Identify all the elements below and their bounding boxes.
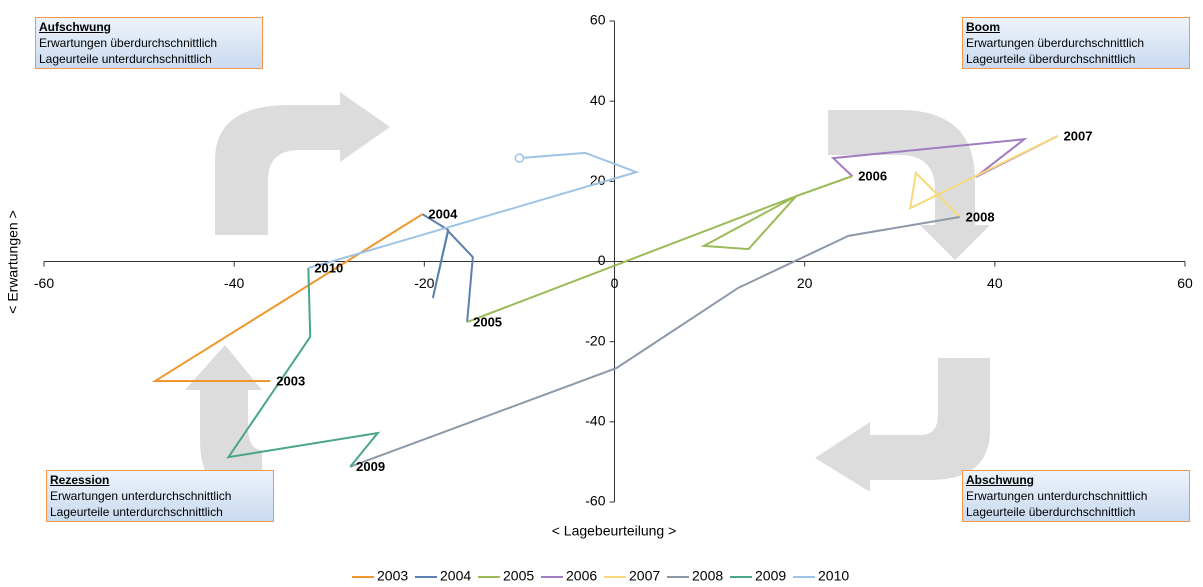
- y-tick-label: -60: [585, 493, 605, 509]
- legend-label: 2008: [692, 568, 723, 584]
- y-tick-label: -40: [585, 413, 605, 429]
- year-label: 2009: [356, 459, 385, 474]
- quadrant-text: Lageurteile überdurchschnittlich: [966, 52, 1136, 66]
- quadrant-box: Aufschwung Erwartungen überdurchschnittli…: [35, 17, 263, 69]
- legend-label: 2010: [818, 568, 849, 584]
- arrow-decor: [185, 345, 262, 495]
- year-label: 2010: [314, 260, 343, 275]
- year-label: 2005: [473, 314, 502, 329]
- quadrant-text: Lageurteile unterdurchschnittlich: [39, 52, 212, 66]
- year-label: 2003: [276, 373, 305, 388]
- quadrant-title: Boom: [966, 20, 1000, 34]
- quadrant-text: Erwartungen überdurchschnittlich: [39, 36, 218, 50]
- year-label: 2008: [966, 209, 995, 224]
- series-line: [308, 151, 640, 269]
- year-label: 2006: [858, 169, 887, 184]
- legend-label: 2006: [566, 568, 597, 584]
- x-tick-label: 60: [1177, 275, 1193, 291]
- arrow-decor: [815, 358, 990, 492]
- quadrant-text: Erwartungen überdurchschnittlich: [966, 36, 1145, 50]
- quadrant-title: Aufschwung: [39, 20, 111, 34]
- x-tick-label: -60: [34, 275, 54, 291]
- x-tick-label: 40: [987, 275, 1003, 291]
- series-line: [349, 216, 960, 468]
- y-tick-label: 0: [598, 252, 606, 268]
- legend-label: 2004: [440, 568, 471, 584]
- quadrant-text: Erwartungen unterdurchschnittlich: [50, 489, 232, 503]
- quadrant-box: Boom Erwartungen überdurchschnittlich Lage…: [962, 17, 1190, 69]
- series-line: [908, 135, 1059, 218]
- year-label: 2004: [428, 207, 458, 222]
- legend: 2003 2004 2005 2006 2007 2008 2009 2010: [352, 568, 849, 584]
- series-line: [226, 267, 381, 468]
- quadrant-box: Abschwung Erwartungen unterdurchschnittli…: [962, 470, 1190, 522]
- arrow-decor: [828, 110, 990, 260]
- y-tick-label: 60: [590, 12, 606, 28]
- quadrant-title: Rezession: [50, 473, 110, 487]
- quadrant-box: Rezession Erwartungen unterdurchschnittli…: [46, 470, 274, 522]
- x-tick-label: -20: [414, 275, 434, 291]
- y-tick-label: -20: [585, 332, 605, 348]
- legend-label: 2007: [629, 568, 660, 584]
- legend-label: 2005: [503, 568, 534, 584]
- quadrant-text: Erwartungen unterdurchschnittlich: [966, 489, 1148, 503]
- quadrant-text: Lageurteile unterdurchschnittlich: [50, 505, 223, 519]
- x-tick-label: 0: [611, 275, 619, 291]
- x-tick-label: 20: [797, 275, 813, 291]
- y-tick-label: 40: [590, 92, 606, 108]
- series-line: [151, 213, 423, 382]
- quadrant-text: Lageurteile überdurchschnittlich: [966, 505, 1136, 519]
- quadrant-title: Abschwung: [966, 473, 1034, 487]
- legend-label: 2009: [755, 568, 786, 584]
- arrow-decor: [215, 92, 390, 235]
- x-tick-label: -40: [224, 275, 244, 291]
- legend-label: 2003: [377, 568, 408, 584]
- series-line: [466, 175, 853, 323]
- y-axis-title: < Erwartungen >: [5, 210, 21, 314]
- series-line: [421, 213, 474, 323]
- end-marker: [514, 153, 525, 163]
- year-label: 2007: [1064, 128, 1093, 143]
- x-axis-title: < Lagebeurteilung >: [552, 523, 677, 539]
- cycle-arrows: [185, 92, 990, 495]
